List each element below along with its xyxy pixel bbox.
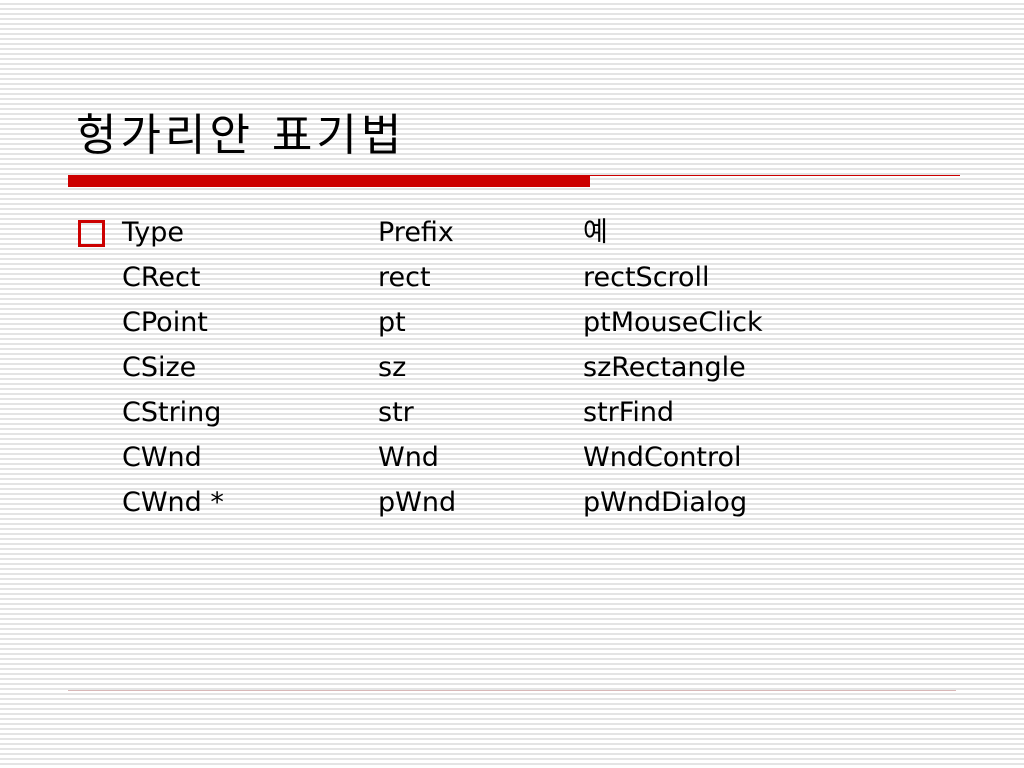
cell-type: CSize (122, 352, 197, 383)
cell-prefix: sz (378, 352, 407, 383)
cell-prefix: rect (378, 262, 431, 293)
cell-prefix: Wnd (378, 442, 439, 473)
cell-prefix: pt (378, 307, 406, 338)
cell-prefix: str (378, 397, 414, 428)
cell-example: strFind (583, 397, 675, 428)
header-prefix: Prefix (378, 217, 454, 248)
cell-example: pWndDialog (583, 487, 748, 518)
header-example: 예 (583, 217, 608, 248)
square-bullet-icon (78, 220, 105, 247)
header-type: Type (122, 217, 185, 248)
slide-title: 헝가리안 표기법 (76, 110, 406, 161)
title-underline-thin (590, 175, 960, 176)
cell-type: CPoint (122, 307, 208, 338)
cell-example: rectScroll (583, 262, 710, 293)
cell-type: CWnd * (122, 487, 224, 518)
cell-type: CString (122, 397, 222, 428)
cell-prefix: pWnd (378, 487, 457, 518)
cell-example: szRectangle (583, 352, 746, 383)
cell-type: CWnd (122, 442, 202, 473)
cell-type: CRect (122, 262, 201, 293)
cell-example: WndControl (583, 442, 742, 473)
title-underline-bar (68, 175, 590, 187)
cell-example: ptMouseClick (583, 307, 763, 338)
footer-divider (68, 690, 956, 691)
